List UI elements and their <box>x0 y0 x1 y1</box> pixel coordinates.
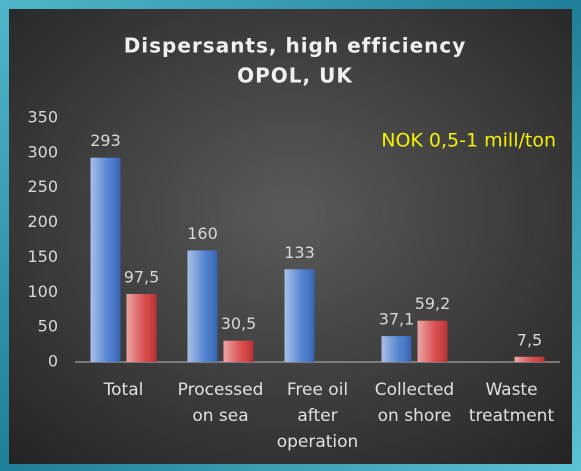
x-tick-label: Total <box>103 380 144 400</box>
bar-shine <box>381 336 412 362</box>
y-tick-label: 200 <box>27 212 58 231</box>
y-tick-label: 100 <box>27 282 58 301</box>
x-tick-label: on sea <box>192 406 248 426</box>
x-tick-label: Free oil <box>287 380 348 400</box>
x-tick-label: on shore <box>378 406 452 426</box>
bar-shine <box>126 294 157 362</box>
x-tick-label: Waste <box>485 380 537 400</box>
annotation: NOK 0,5-1 mill/ton <box>381 130 556 152</box>
bar-shine <box>284 269 315 362</box>
y-tick-label: 250 <box>27 177 58 196</box>
value-label: 30,5 <box>221 314 257 333</box>
x-tick-label: operation <box>277 432 359 452</box>
value-label: 37,1 <box>379 310 415 329</box>
bar-shine <box>90 157 121 362</box>
value-label: 160 <box>187 224 218 243</box>
value-label: 293 <box>90 131 121 150</box>
value-label: 97,5 <box>124 268 160 287</box>
chart-title: Dispersants, high efficiency <box>124 34 467 58</box>
bar-shine <box>223 340 254 362</box>
y-tick-label: 300 <box>27 142 58 161</box>
bar-shine <box>514 356 545 362</box>
y-tick-label: 0 <box>48 352 58 371</box>
value-label: 133 <box>284 243 315 262</box>
x-tick-label: after <box>297 406 337 426</box>
bar-shine <box>187 250 218 362</box>
y-tick-label: 150 <box>27 247 58 266</box>
value-label: 59,2 <box>415 294 451 313</box>
y-tick-label: 350 <box>27 108 58 127</box>
x-tick-label: Collected <box>375 380 454 400</box>
chart-title: OPOL, UK <box>237 64 353 88</box>
x-tick-label: Processed <box>178 380 264 400</box>
value-label: 7,5 <box>517 330 542 349</box>
y-tick-label: 50 <box>38 317 58 336</box>
x-tick-label: treatment <box>469 406 555 426</box>
bar-shine <box>417 320 448 362</box>
